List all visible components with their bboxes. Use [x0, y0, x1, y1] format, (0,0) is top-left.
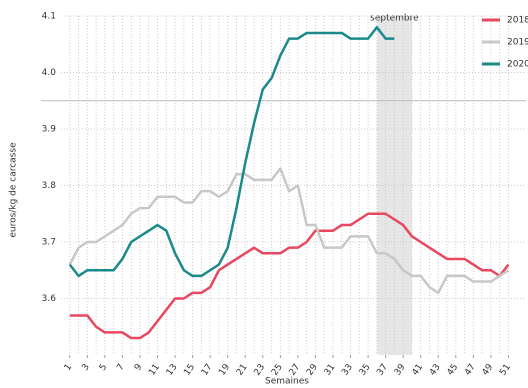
x-tick-label: 5 — [98, 362, 109, 372]
x-tick-label: 15 — [182, 362, 197, 377]
x-tick-label: 11 — [147, 362, 162, 377]
y-axis-title: euros/kg de carcasse — [9, 142, 19, 238]
x-tick-label: 25 — [270, 362, 285, 377]
x-tick-label: 21 — [235, 362, 250, 377]
x-tick-label: 31 — [323, 362, 338, 377]
x-tick-label: 49 — [481, 362, 496, 377]
x-tick-label: 13 — [165, 362, 180, 377]
legend-label: 2019 — [507, 38, 528, 48]
x-tick-label: 41 — [410, 362, 425, 377]
legend-label: 2020 — [507, 60, 528, 70]
y-tick-label: 3.9 — [42, 125, 57, 135]
x-tick-label: 3 — [80, 362, 91, 372]
y-tick-label: 3.8 — [42, 181, 57, 191]
x-tick-label: 43 — [428, 362, 443, 377]
x-tick-label: 37 — [375, 362, 390, 377]
x-tick-label: 33 — [340, 362, 355, 377]
x-tick-label: 19 — [217, 362, 232, 377]
x-tick-label: 29 — [305, 362, 320, 377]
x-tick-label: 45 — [446, 362, 461, 377]
x-tick-label: 35 — [358, 362, 373, 377]
annotation-label: septembre — [370, 14, 419, 24]
y-tick-label: 4.0 — [42, 68, 57, 78]
x-tick-label: 39 — [393, 362, 408, 377]
x-tick-label: 51 — [498, 362, 513, 377]
line — [69, 212, 510, 340]
x-tick-label: 9 — [133, 362, 145, 373]
x-tick-label: 7 — [115, 362, 126, 372]
x-tick-label: 1 — [63, 362, 74, 372]
y-tick-label: 3.7 — [42, 238, 56, 248]
y-tick-label: 3.6 — [42, 294, 57, 304]
x-tick-label: 17 — [200, 362, 215, 377]
x-tick-label: 23 — [253, 362, 268, 377]
legend-label: 2018 — [507, 16, 528, 26]
x-tick-label: 27 — [288, 362, 303, 377]
x-tick-label: 47 — [463, 362, 478, 377]
y-tick-label: 4.1 — [42, 12, 56, 22]
x-axis-title: Semaines — [265, 377, 309, 387]
line — [68, 167, 510, 295]
line — [68, 26, 395, 278]
